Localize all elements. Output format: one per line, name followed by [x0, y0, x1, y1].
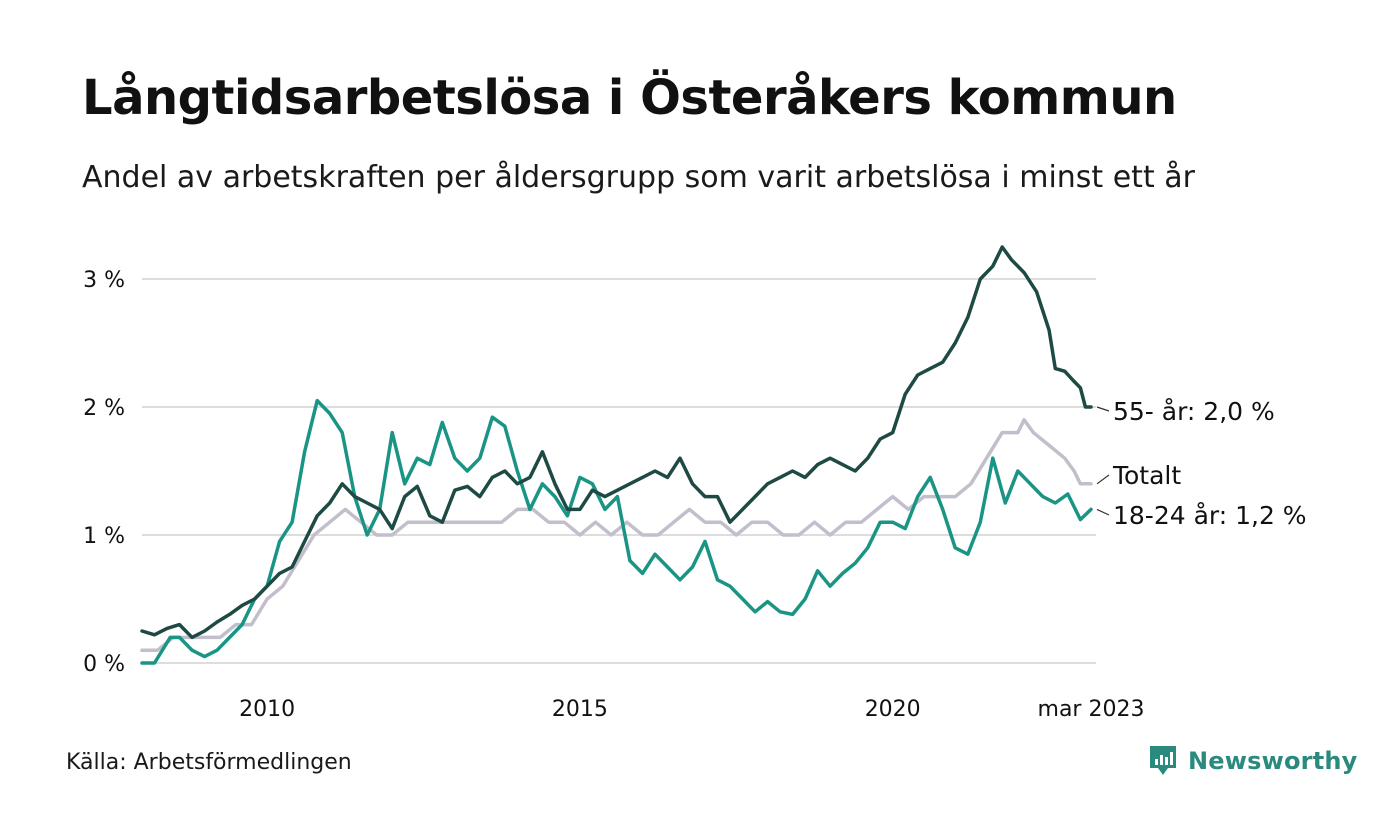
x-tick-label: 2010	[239, 697, 295, 722]
x-axis: 2010 2015 2020 mar 2023	[239, 697, 1144, 722]
y-tick-label: 3 %	[83, 268, 125, 293]
newsworthy-logo-icon	[1150, 746, 1176, 775]
chart-subtitle: Andel av arbetskraften per åldersgrupp s…	[82, 160, 1195, 195]
series-line-totalt	[140, 418, 1093, 652]
end-label-leader	[1096, 474, 1110, 485]
end-label-totalt: Totalt	[1112, 461, 1181, 490]
series-end-labels: Totalt 18-24 år: 1,2 % 55- år: 2,0 %	[1096, 397, 1307, 530]
end-label-leader	[1096, 508, 1110, 516]
y-tick-label: 0 %	[83, 652, 125, 677]
y-tick-label: 2 %	[83, 396, 125, 421]
y-axis: 0 % 1 % 2 % 3 %	[83, 268, 125, 677]
series-line-55-	[140, 245, 1093, 640]
line-chart: 0 % 1 % 2 % 3 % 2010 2015 2020 mar 2023 Totalt…	[83, 245, 1307, 722]
source-note: Källa: Arbetsförmedlingen	[66, 750, 352, 775]
grid-lines	[142, 278, 1096, 664]
end-label-55-: 55- år: 2,0 %	[1113, 397, 1275, 426]
brand-name: Newsworthy	[1188, 747, 1358, 775]
end-label-18-24: 18-24 år: 1,2 %	[1113, 501, 1307, 530]
brand-logo: Newsworthy	[1148, 744, 1358, 778]
series-line-18-24	[140, 398, 1093, 665]
x-tick-label: 2020	[865, 697, 921, 722]
end-label-leader	[1096, 406, 1110, 412]
series-lines	[140, 245, 1093, 665]
chart-title: Långtidsarbetslösa i Österåkers kommun	[82, 70, 1177, 126]
y-tick-label: 1 %	[83, 524, 125, 549]
x-tick-label: mar 2023	[1038, 697, 1145, 722]
x-tick-label: 2015	[552, 697, 608, 722]
